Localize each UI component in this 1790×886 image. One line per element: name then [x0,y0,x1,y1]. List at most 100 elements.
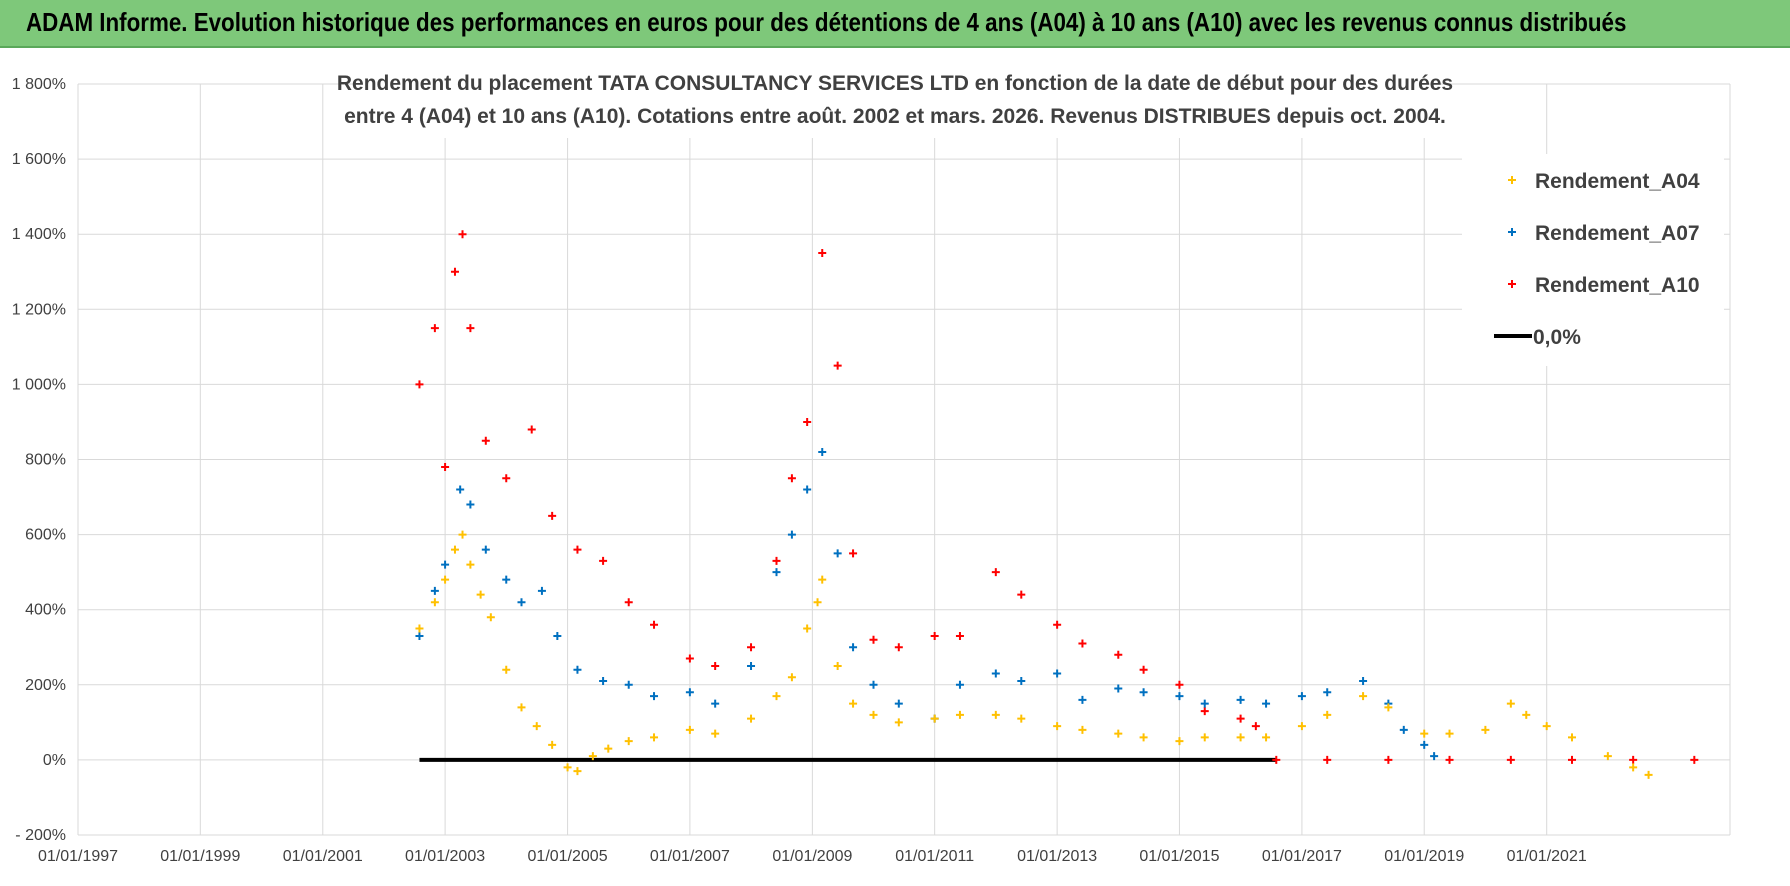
data-point [588,752,597,761]
data-point [1629,763,1638,772]
data-point [787,673,796,682]
data-point [1139,665,1148,674]
data-point [930,714,939,723]
legend-label: Rendement_A07 [1535,222,1700,245]
data-point [818,575,827,584]
data-point [1175,692,1184,701]
data-point [1445,755,1454,764]
data-point [415,624,424,633]
data-point [466,500,475,509]
data-point [747,714,756,723]
data-point [599,556,608,565]
data-point [450,267,459,276]
data-point [894,643,903,652]
x-tick-label: 01/01/1997 [38,848,118,865]
data-point [573,665,582,674]
data-point [466,324,475,333]
y-tick-label: 800% [25,452,66,469]
data-point [1359,692,1368,701]
data-point [1323,688,1332,697]
data-point [833,662,842,671]
x-tick-label: 01/01/2003 [405,848,485,865]
data-point [1200,707,1209,716]
data-point [1114,684,1123,693]
data-point [1297,692,1306,701]
data-point [869,710,878,719]
y-tick-label: 600% [25,527,66,544]
data-point [991,669,1000,678]
data-point [772,568,781,577]
x-tick-label: 01/01/2019 [1384,848,1464,865]
data-point [849,699,858,708]
data-point [1078,695,1087,704]
data-point [787,530,796,539]
data-point [624,737,633,746]
data-point [430,324,439,333]
data-point [818,248,827,257]
data-point [1114,729,1123,738]
y-tick-label: 1 800% [12,76,66,93]
legend-label: 0,0% [1533,326,1581,349]
data-point [1200,733,1209,742]
data-point [1690,755,1699,764]
data-point [441,463,450,472]
data-point [1359,677,1368,686]
data-point [456,485,465,494]
series-rendement-a10 [415,230,1699,764]
x-tick-label: 01/01/2001 [283,848,363,865]
data-point [711,729,720,738]
chart-title-background [362,66,1426,138]
data-point [1323,710,1332,719]
data-point [869,635,878,644]
data-point [537,586,546,595]
data-point [1506,755,1515,764]
data-point [1139,688,1148,697]
data-point [502,665,511,674]
data-point [1629,755,1638,764]
data-point [711,699,720,708]
data-point [1017,590,1026,599]
axis-labels: - 200% 0% 200% 400% 600% 800% 1 000% 1 200% 1 40… [12,76,1587,865]
data-point [502,474,511,483]
data-point [849,643,858,652]
data-point [955,710,964,719]
data-point [833,549,842,558]
series-rendement-a07 [415,447,1439,761]
legend-box [1462,154,1724,366]
data-point [450,545,459,554]
x-tick-label: 01/01/2011 [895,848,974,865]
data-point [1420,740,1429,749]
data-point [1568,755,1576,764]
data-point [486,613,495,622]
data-point [604,744,613,753]
legend-marker-swatch [1508,228,1516,236]
data-point [573,545,582,554]
data-point [894,699,903,708]
data-point [772,692,781,701]
header-banner: ADAM Informe. Evolution historique des p… [0,0,1790,48]
data-point [1236,714,1245,723]
series-layer [415,230,1699,779]
data-point [563,763,572,772]
data-point [458,230,467,239]
data-point [1114,650,1123,659]
data-point [481,545,490,554]
data-point [772,556,781,565]
data-point [1053,620,1062,629]
x-tick-label: 01/01/2005 [528,848,608,865]
data-point [548,511,557,520]
data-point [650,692,659,701]
data-point [553,631,562,640]
data-point [955,680,964,689]
data-point [1272,755,1281,764]
data-point [650,620,659,629]
data-point [481,436,490,445]
legend-label: Rendement_A04 [1535,170,1700,193]
data-point [650,733,659,742]
legend: Rendement_A04 Rendement_A07 Rendement_A10 0… [1462,154,1724,366]
x-tick-label: 01/01/2007 [650,848,730,865]
data-point [532,722,541,731]
data-point [430,586,439,595]
data-point [624,598,633,607]
data-point [517,703,526,712]
